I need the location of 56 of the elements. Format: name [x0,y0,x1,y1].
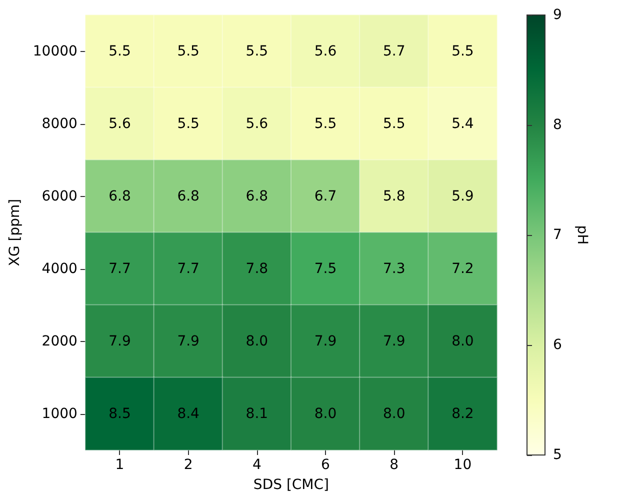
data-label: 5.5 [177,116,200,132]
data-label: 7.3 [382,260,406,277]
data-label: 5.5 [177,43,200,60]
x-tick-label: 10 [454,457,472,473]
data-label: 8.5 [108,406,131,422]
data-label: 7.8 [246,260,268,277]
data-label: 5.5 [108,43,131,60]
data-label: 8.0 [452,333,474,350]
data-label: 8.4 [177,406,200,422]
data-label: 8.2 [452,406,474,422]
data-label: 5.9 [452,188,474,204]
color-bar-label: 9 [553,7,562,23]
x-tick-label: 2 [184,457,193,473]
color-bar-label: 8 [553,117,562,133]
data-label: 6.7 [314,188,337,204]
data-label: 6.8 [108,188,131,204]
data-label: 7.7 [177,260,200,277]
data-label: 5.6 [246,116,268,132]
data-label: 7.2 [452,260,474,277]
y-tick-label: 6000 [42,188,78,204]
y-tick-label: 8000 [42,116,78,132]
color-bar-label: 5 [553,447,562,463]
data-label: 7.5 [314,260,337,277]
data-label: 8.0 [246,333,268,350]
data-label: 5.4 [452,116,474,132]
x-axis-title: SDS [CMC] [253,477,329,493]
data-label: 7.7 [108,260,131,277]
data-label: 5.5 [452,43,474,60]
x-tick-label: 6 [321,457,330,473]
data-label: 5.5 [246,43,268,60]
data-label: 6.8 [246,188,268,204]
data-label: 5.5 [314,116,337,132]
y-tick-label: 2000 [42,333,78,350]
color-bar-label: 7 [553,227,562,243]
data-label: 8.0 [382,406,406,422]
data-label: 7.9 [108,333,131,350]
x-tick-label: 4 [252,457,262,473]
data-label: 5.6 [108,116,131,132]
data-label: 5.7 [382,43,406,60]
x-tick-label: 8 [390,457,399,473]
y-tick-label: 10000 [32,43,78,60]
data-label: 7.9 [382,333,406,350]
data-label: 8.0 [314,406,337,422]
data-label: 5.5 [382,116,406,132]
data-label: 8.1 [246,406,268,422]
data-label: 6.8 [177,188,200,204]
color-bar-label: 6 [553,337,562,353]
x-tick-label: 1 [115,457,124,473]
data-label: 5.6 [314,43,337,60]
data-label: 5.8 [382,188,406,204]
y-tick-label: 1000 [42,406,78,422]
y-tick-label: 4000 [42,260,78,277]
color-bar-title: pH [574,225,590,245]
y-axis-title: XG [ppm] [7,198,23,266]
data-label: 7.9 [177,333,200,350]
data-label: 7.9 [314,333,337,350]
